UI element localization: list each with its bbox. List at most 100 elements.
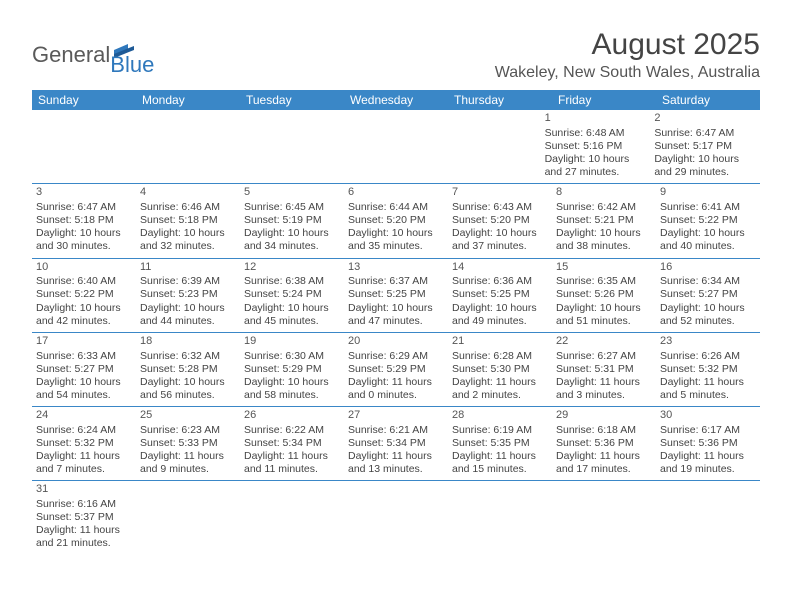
sunrise-text: Sunrise: 6:35 AM xyxy=(556,275,652,288)
sunrise-text: Sunrise: 6:32 AM xyxy=(140,350,236,363)
sunset-text: Sunset: 5:18 PM xyxy=(36,214,132,227)
day-cell: 8Sunrise: 6:42 AMSunset: 5:21 PMDaylight… xyxy=(552,184,656,257)
day-cell: 21Sunrise: 6:28 AMSunset: 5:30 PMDayligh… xyxy=(448,333,552,406)
day-cell: 26Sunrise: 6:22 AMSunset: 5:34 PMDayligh… xyxy=(240,407,344,480)
day-header-cell: Saturday xyxy=(656,90,760,110)
daylight-text: Daylight: 10 hours and 44 minutes. xyxy=(140,302,236,328)
day-number: 25 xyxy=(140,409,236,423)
day-cell: 30Sunrise: 6:17 AMSunset: 5:36 PMDayligh… xyxy=(656,407,760,480)
day-number: 8 xyxy=(556,186,652,200)
sunrise-text: Sunrise: 6:21 AM xyxy=(348,424,444,437)
empty-day-cell xyxy=(554,481,657,554)
day-cell: 29Sunrise: 6:18 AMSunset: 5:36 PMDayligh… xyxy=(552,407,656,480)
sunrise-text: Sunrise: 6:19 AM xyxy=(452,424,548,437)
calendar-page: General Blue August 2025 Wakeley, New So… xyxy=(0,0,792,575)
daylight-text: Daylight: 11 hours and 5 minutes. xyxy=(660,376,756,402)
day-number: 20 xyxy=(348,335,444,349)
day-number: 2 xyxy=(654,112,756,126)
day-number: 9 xyxy=(660,186,756,200)
day-header-cell: Monday xyxy=(136,90,240,110)
day-number: 23 xyxy=(660,335,756,349)
daylight-text: Daylight: 10 hours and 27 minutes. xyxy=(545,153,647,179)
day-cell: 31Sunrise: 6:16 AMSunset: 5:37 PMDayligh… xyxy=(32,481,143,554)
day-number: 17 xyxy=(36,335,132,349)
day-number: 7 xyxy=(452,186,548,200)
sunrise-text: Sunrise: 6:30 AM xyxy=(244,350,340,363)
sunrise-text: Sunrise: 6:18 AM xyxy=(556,424,652,437)
empty-day-cell xyxy=(451,481,554,554)
sunrise-text: Sunrise: 6:34 AM xyxy=(660,275,756,288)
daylight-text: Daylight: 10 hours and 54 minutes. xyxy=(36,376,132,402)
sunset-text: Sunset: 5:22 PM xyxy=(660,214,756,227)
day-header-cell: Thursday xyxy=(448,90,552,110)
day-header-cell: Friday xyxy=(552,90,656,110)
sunrise-text: Sunrise: 6:24 AM xyxy=(36,424,132,437)
day-number: 21 xyxy=(452,335,548,349)
sunrise-text: Sunrise: 6:38 AM xyxy=(244,275,340,288)
week-row: 10Sunrise: 6:40 AMSunset: 5:22 PMDayligh… xyxy=(32,259,760,333)
day-cell: 23Sunrise: 6:26 AMSunset: 5:32 PMDayligh… xyxy=(656,333,760,406)
sunrise-text: Sunrise: 6:40 AM xyxy=(36,275,132,288)
daylight-text: Daylight: 11 hours and 21 minutes. xyxy=(36,524,139,550)
day-cell: 5Sunrise: 6:45 AMSunset: 5:19 PMDaylight… xyxy=(240,184,344,257)
sunset-text: Sunset: 5:23 PM xyxy=(140,288,236,301)
day-number: 10 xyxy=(36,261,132,275)
day-number: 18 xyxy=(140,335,236,349)
daylight-text: Daylight: 10 hours and 49 minutes. xyxy=(452,302,548,328)
empty-day-cell xyxy=(246,481,349,554)
header-row: General Blue August 2025 Wakeley, New So… xyxy=(32,28,760,82)
sunrise-text: Sunrise: 6:33 AM xyxy=(36,350,132,363)
sunrise-text: Sunrise: 6:16 AM xyxy=(36,498,139,511)
day-cell: 3Sunrise: 6:47 AMSunset: 5:18 PMDaylight… xyxy=(32,184,136,257)
day-header-cell: Tuesday xyxy=(240,90,344,110)
daylight-text: Daylight: 10 hours and 58 minutes. xyxy=(244,376,340,402)
sunrise-text: Sunrise: 6:47 AM xyxy=(36,201,132,214)
day-cell: 12Sunrise: 6:38 AMSunset: 5:24 PMDayligh… xyxy=(240,259,344,332)
sunrise-text: Sunrise: 6:22 AM xyxy=(244,424,340,437)
daylight-text: Daylight: 11 hours and 11 minutes. xyxy=(244,450,340,476)
sunrise-text: Sunrise: 6:46 AM xyxy=(140,201,236,214)
day-number: 30 xyxy=(660,409,756,423)
sunset-text: Sunset: 5:24 PM xyxy=(244,288,340,301)
empty-day-cell xyxy=(337,110,439,183)
week-row: 3Sunrise: 6:47 AMSunset: 5:18 PM Daylight… xyxy=(32,184,760,258)
day-cell: 4Sunrise: 6:46 AMSunset: 5:18 PMDaylight… xyxy=(136,184,240,257)
day-number: 27 xyxy=(348,409,444,423)
sunset-text: Sunset: 5:26 PM xyxy=(556,288,652,301)
daylight-text: Daylight: 11 hours and 19 minutes. xyxy=(660,450,756,476)
day-cell: 16Sunrise: 6:34 AMSunset: 5:27 PMDayligh… xyxy=(656,259,760,332)
week-row: 31Sunrise: 6:16 AMSunset: 5:37 PMDayligh… xyxy=(32,481,760,554)
empty-day-cell xyxy=(235,110,337,183)
daylight-text: Daylight: 11 hours and 0 minutes. xyxy=(348,376,444,402)
daylight-text: Daylight: 11 hours and 17 minutes. xyxy=(556,450,652,476)
sunrise-text: Sunrise: 6:37 AM xyxy=(348,275,444,288)
sunrise-text: Sunrise: 6:27 AM xyxy=(556,350,652,363)
sunrise-text: Sunrise: 6:26 AM xyxy=(660,350,756,363)
week-row: 17Sunrise: 6:33 AMSunset: 5:27 PMDayligh… xyxy=(32,333,760,407)
day-number: 24 xyxy=(36,409,132,423)
brand-logo: General Blue xyxy=(32,28,154,76)
day-number: 19 xyxy=(244,335,340,349)
day-number: 13 xyxy=(348,261,444,275)
sunset-text: Sunset: 5:28 PM xyxy=(140,363,236,376)
day-number: 1 xyxy=(545,112,647,126)
sunset-text: Sunset: 5:30 PM xyxy=(452,363,548,376)
day-cell: 17Sunrise: 6:33 AMSunset: 5:27 PMDayligh… xyxy=(32,333,136,406)
day-number: 4 xyxy=(140,186,236,200)
sunrise-text: Sunrise: 6:47 AM xyxy=(654,127,756,140)
sunrise-text: Sunrise: 6:43 AM xyxy=(452,201,548,214)
day-number: 29 xyxy=(556,409,652,423)
sunset-text: Sunset: 5:20 PM xyxy=(452,214,548,227)
day-cell: 18Sunrise: 6:32 AMSunset: 5:28 PMDayligh… xyxy=(136,333,240,406)
sunset-text: Sunset: 5:31 PM xyxy=(556,363,652,376)
daylight-text: Daylight: 11 hours and 13 minutes. xyxy=(348,450,444,476)
day-number: 28 xyxy=(452,409,548,423)
day-cell: 7Sunrise: 6:43 AMSunset: 5:20 PMDaylight… xyxy=(448,184,552,257)
day-cell: 22Sunrise: 6:27 AMSunset: 5:31 PMDayligh… xyxy=(552,333,656,406)
day-number: 15 xyxy=(556,261,652,275)
day-number: 3 xyxy=(36,186,132,200)
daylight-text: Daylight: 10 hours and 52 minutes. xyxy=(660,302,756,328)
sunrise-text: Sunrise: 6:44 AM xyxy=(348,201,444,214)
daylight-text: Daylight: 10 hours and 37 minutes. xyxy=(452,227,548,253)
sunset-text: Sunset: 5:16 PM xyxy=(545,140,647,153)
